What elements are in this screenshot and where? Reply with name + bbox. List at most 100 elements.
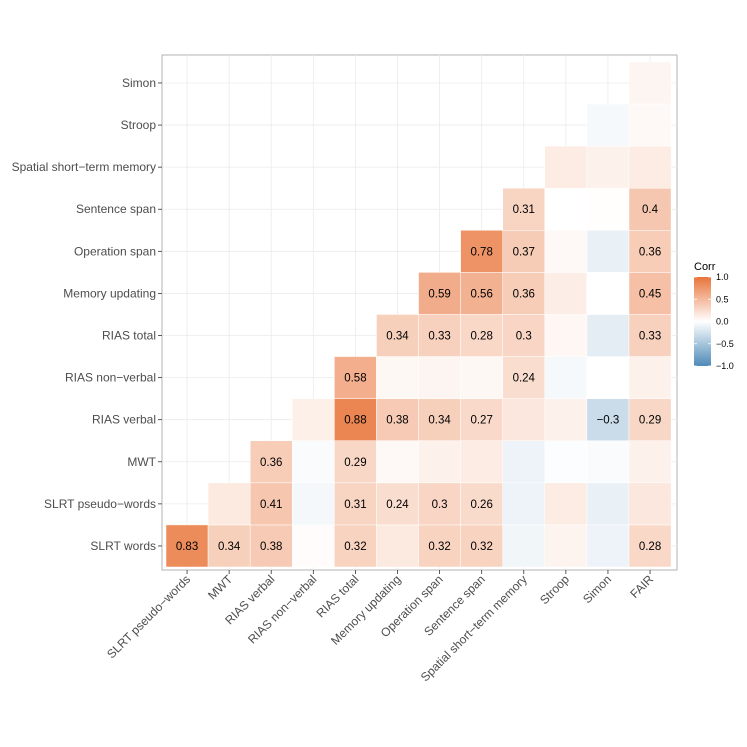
heatmap-cell (418, 524, 461, 568)
heatmap-cells (165, 61, 672, 568)
cell-value-label: 0.36 (639, 246, 661, 258)
heatmap-cell (628, 398, 672, 441)
y-tick-label: MWT (127, 455, 156, 469)
heatmap-cell (502, 524, 546, 568)
heatmap-cell (334, 524, 377, 568)
heatmap-cell (628, 524, 672, 568)
heatmap-cell (418, 356, 461, 399)
heatmap-cell (544, 524, 588, 568)
heatmap-cell (544, 230, 588, 273)
heatmap-cell (628, 440, 672, 484)
cell-value-label: 0.56 (470, 288, 492, 300)
cell-value-label: 0.24 (386, 499, 409, 511)
heatmap-cell (292, 482, 335, 526)
heatmap-cell (586, 524, 630, 568)
heatmap-cell (376, 524, 419, 568)
y-tick-label: Simon (122, 76, 156, 90)
heatmap-cell (628, 314, 672, 357)
legend-tick-label: −1.0 (716, 361, 734, 371)
y-tick-label: Operation span (74, 244, 156, 258)
x-tick-label: Simon (580, 572, 614, 606)
y-tick-label: Sentence span (76, 202, 156, 216)
legend-title: Corr (694, 261, 716, 273)
cell-value-label: 0.29 (639, 415, 661, 427)
heatmap-cell (460, 482, 503, 526)
legend-tick-label: 0.0 (716, 317, 729, 327)
cell-value-label: 0.78 (470, 246, 492, 258)
heatmap-cell (249, 482, 293, 526)
heatmap-cell (586, 314, 630, 357)
x-tick-label: MWT (205, 572, 236, 603)
heatmap-cell (418, 398, 461, 441)
heatmap-cell (292, 398, 335, 441)
cell-value-label: 0.32 (344, 541, 366, 553)
legend-tick-label: 1.0 (716, 272, 729, 282)
cell-value-label: 0.32 (428, 541, 450, 553)
heatmap-cell (544, 398, 588, 441)
heatmap-cell (502, 314, 546, 357)
heatmap-cell (460, 398, 503, 441)
legend-tick-label: −0.5 (716, 339, 734, 349)
heatmap-cell (586, 187, 630, 231)
y-tick-label: Memory updating (63, 286, 156, 300)
cell-value-label: 0.27 (470, 415, 492, 427)
cell-value-label: 0.28 (470, 331, 492, 343)
heatmap-cell (628, 272, 672, 315)
heatmap-cell (460, 524, 503, 568)
y-tick-label: SLRT pseudo−words (44, 497, 156, 511)
heatmap-cell (376, 314, 419, 357)
cell-value-label: 0.38 (260, 541, 282, 553)
cell-value-label: 0.36 (260, 457, 282, 469)
y-tick-label: RIAS non−verbal (65, 371, 156, 385)
heatmap-cell (586, 440, 630, 484)
cell-value-label: 0.33 (639, 331, 661, 343)
heatmap-cell (586, 230, 630, 273)
cell-value-label: 0.59 (428, 288, 450, 300)
heatmap-cell (544, 356, 588, 399)
heatmap-cell (376, 482, 419, 526)
legend-tick-label: 0.5 (716, 294, 729, 304)
heatmap-cell (502, 230, 546, 273)
y-tick-label: Stroop (121, 118, 157, 132)
heatmap-cell (418, 440, 461, 484)
heatmap-cell (460, 356, 503, 399)
heatmap-cell (376, 356, 419, 399)
heatmap-cell (502, 482, 546, 526)
heatmap-cell (544, 482, 588, 526)
cell-value-label: 0.34 (428, 415, 451, 427)
y-axis: SLRT words SLRT pseudo−words MWT RIAS verba… (12, 76, 162, 553)
cell-value-label: 0.4 (642, 204, 659, 216)
heatmap-cell (460, 440, 503, 484)
y-tick-label: SLRT words (90, 539, 156, 553)
heatmap-cell (544, 145, 588, 189)
heatmap-cell (628, 103, 672, 147)
heatmap-cell (544, 440, 588, 484)
cell-value-label: 0.33 (428, 331, 450, 343)
heatmap-cell (376, 398, 419, 441)
heatmap-cell (376, 440, 419, 484)
heatmap-cell (544, 272, 588, 315)
cell-value-label: 0.28 (639, 541, 661, 553)
heatmap-cell (334, 440, 377, 484)
heatmap-cell (586, 356, 630, 399)
heatmap-cell (586, 272, 630, 315)
heatmap-cell (334, 398, 377, 441)
x-tick-label: Stroop (537, 572, 572, 607)
heatmap-cell (418, 482, 461, 526)
cell-value-label: 0.26 (470, 499, 492, 511)
cell-value-label: 0.38 (386, 415, 408, 427)
heatmap-cell (460, 314, 503, 357)
cell-value-label: 0.83 (176, 541, 198, 553)
heatmap-cell (586, 482, 630, 526)
heatmap-cell (502, 356, 546, 399)
heatmap-cell (628, 145, 672, 189)
cell-value-label: 0.3 (432, 499, 448, 511)
cell-value-label: 0.24 (513, 373, 536, 385)
cell-value-label: 0.41 (260, 499, 282, 511)
heatmap-cell (165, 524, 209, 568)
heatmap-cell (628, 482, 672, 526)
cell-value-label: 0.34 (386, 331, 409, 343)
cell-value-label: 0.37 (513, 246, 535, 258)
